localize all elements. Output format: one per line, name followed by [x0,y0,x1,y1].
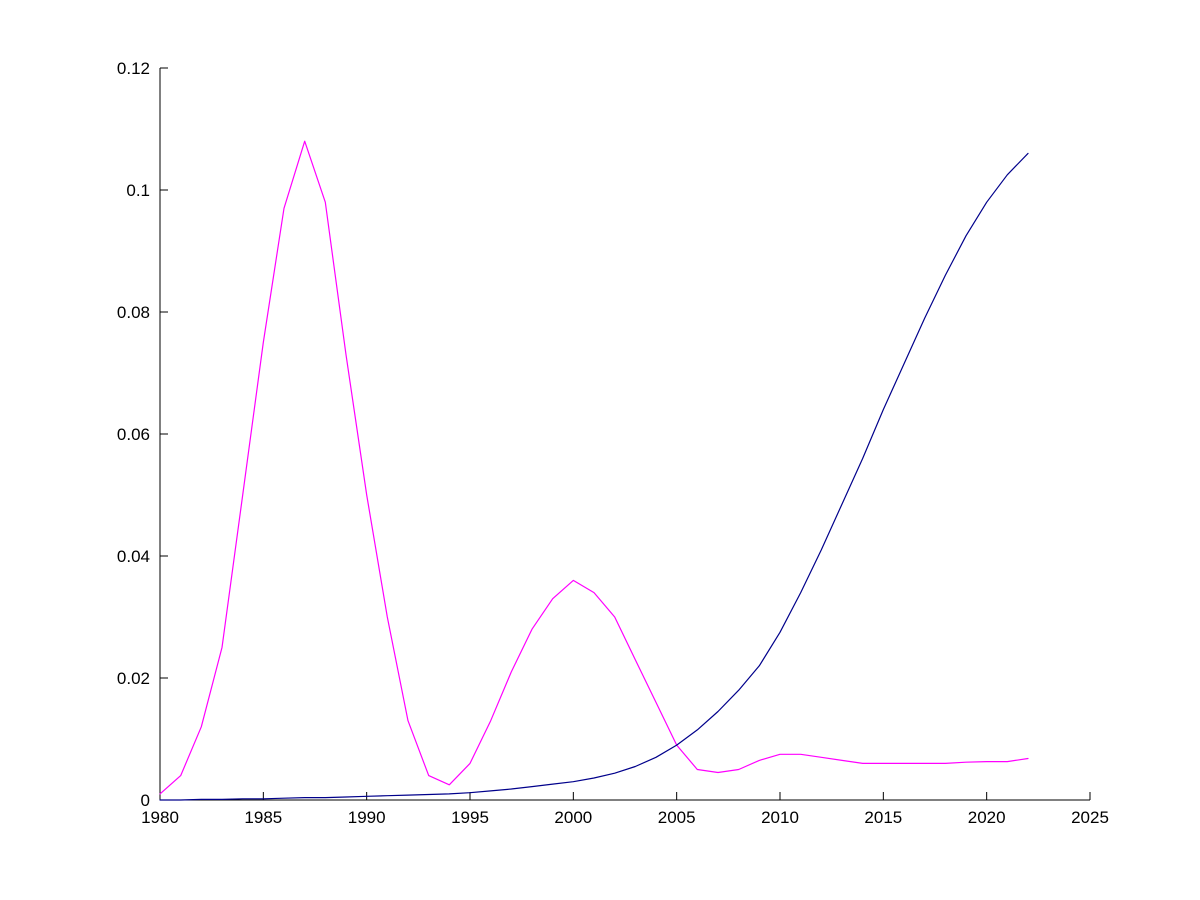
x-tick-label: 2010 [761,808,799,827]
x-tick-label: 1985 [244,808,282,827]
x-tick-label: 2020 [968,808,1006,827]
x-tick-label: 2000 [554,808,592,827]
x-tick-label: 1995 [451,808,489,827]
y-tick-label: 0.04 [117,547,150,566]
x-tick-label: 2005 [658,808,696,827]
x-tick-label: 1990 [348,808,386,827]
blue-series-line [159,152,1029,801]
y-tick-label: 0 [141,791,150,810]
y-tick-label: 0.1 [126,181,150,200]
x-tick-label: 2015 [864,808,902,827]
x-tick-label: 1980 [141,808,179,827]
x-tick-label: 2025 [1071,808,1109,827]
magenta-series-line [159,140,1029,795]
y-tick-label: 0.08 [117,303,150,322]
y-tick-label: 0.12 [117,59,150,78]
y-tick-label: 0.02 [117,669,150,688]
y-tick-label: 0.06 [117,425,150,444]
